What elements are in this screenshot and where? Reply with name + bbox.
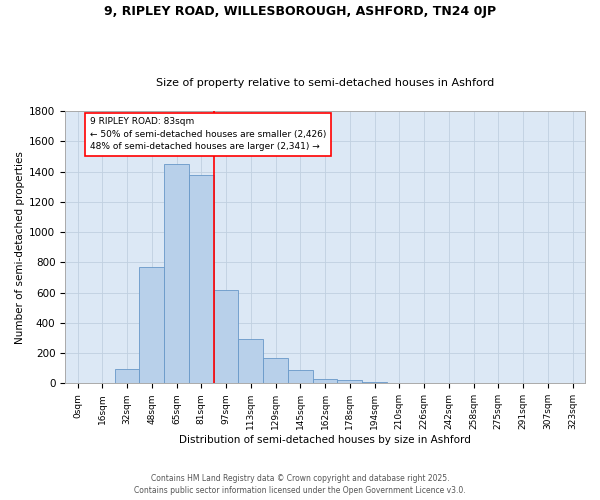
Bar xyxy=(337,380,362,384)
Bar xyxy=(214,290,238,384)
Bar xyxy=(362,382,387,384)
Bar xyxy=(387,382,412,384)
Bar xyxy=(164,164,189,384)
Text: Contains HM Land Registry data © Crown copyright and database right 2025.
Contai: Contains HM Land Registry data © Crown c… xyxy=(134,474,466,495)
X-axis label: Distribution of semi-detached houses by size in Ashford: Distribution of semi-detached houses by … xyxy=(179,435,471,445)
Bar xyxy=(238,340,263,384)
Text: 9 RIPLEY ROAD: 83sqm
← 50% of semi-detached houses are smaller (2,426)
48% of se: 9 RIPLEY ROAD: 83sqm ← 50% of semi-detac… xyxy=(90,117,326,151)
Y-axis label: Number of semi-detached properties: Number of semi-detached properties xyxy=(15,150,25,344)
Bar xyxy=(115,369,139,384)
Bar xyxy=(189,174,214,384)
Title: Size of property relative to semi-detached houses in Ashford: Size of property relative to semi-detach… xyxy=(156,78,494,88)
Bar xyxy=(313,379,337,384)
Bar xyxy=(436,382,461,384)
Bar xyxy=(65,382,90,384)
Bar xyxy=(139,267,164,384)
Bar xyxy=(263,358,288,384)
Bar xyxy=(288,370,313,384)
Text: 9, RIPLEY ROAD, WILLESBOROUGH, ASHFORD, TN24 0JP: 9, RIPLEY ROAD, WILLESBOROUGH, ASHFORD, … xyxy=(104,5,496,18)
